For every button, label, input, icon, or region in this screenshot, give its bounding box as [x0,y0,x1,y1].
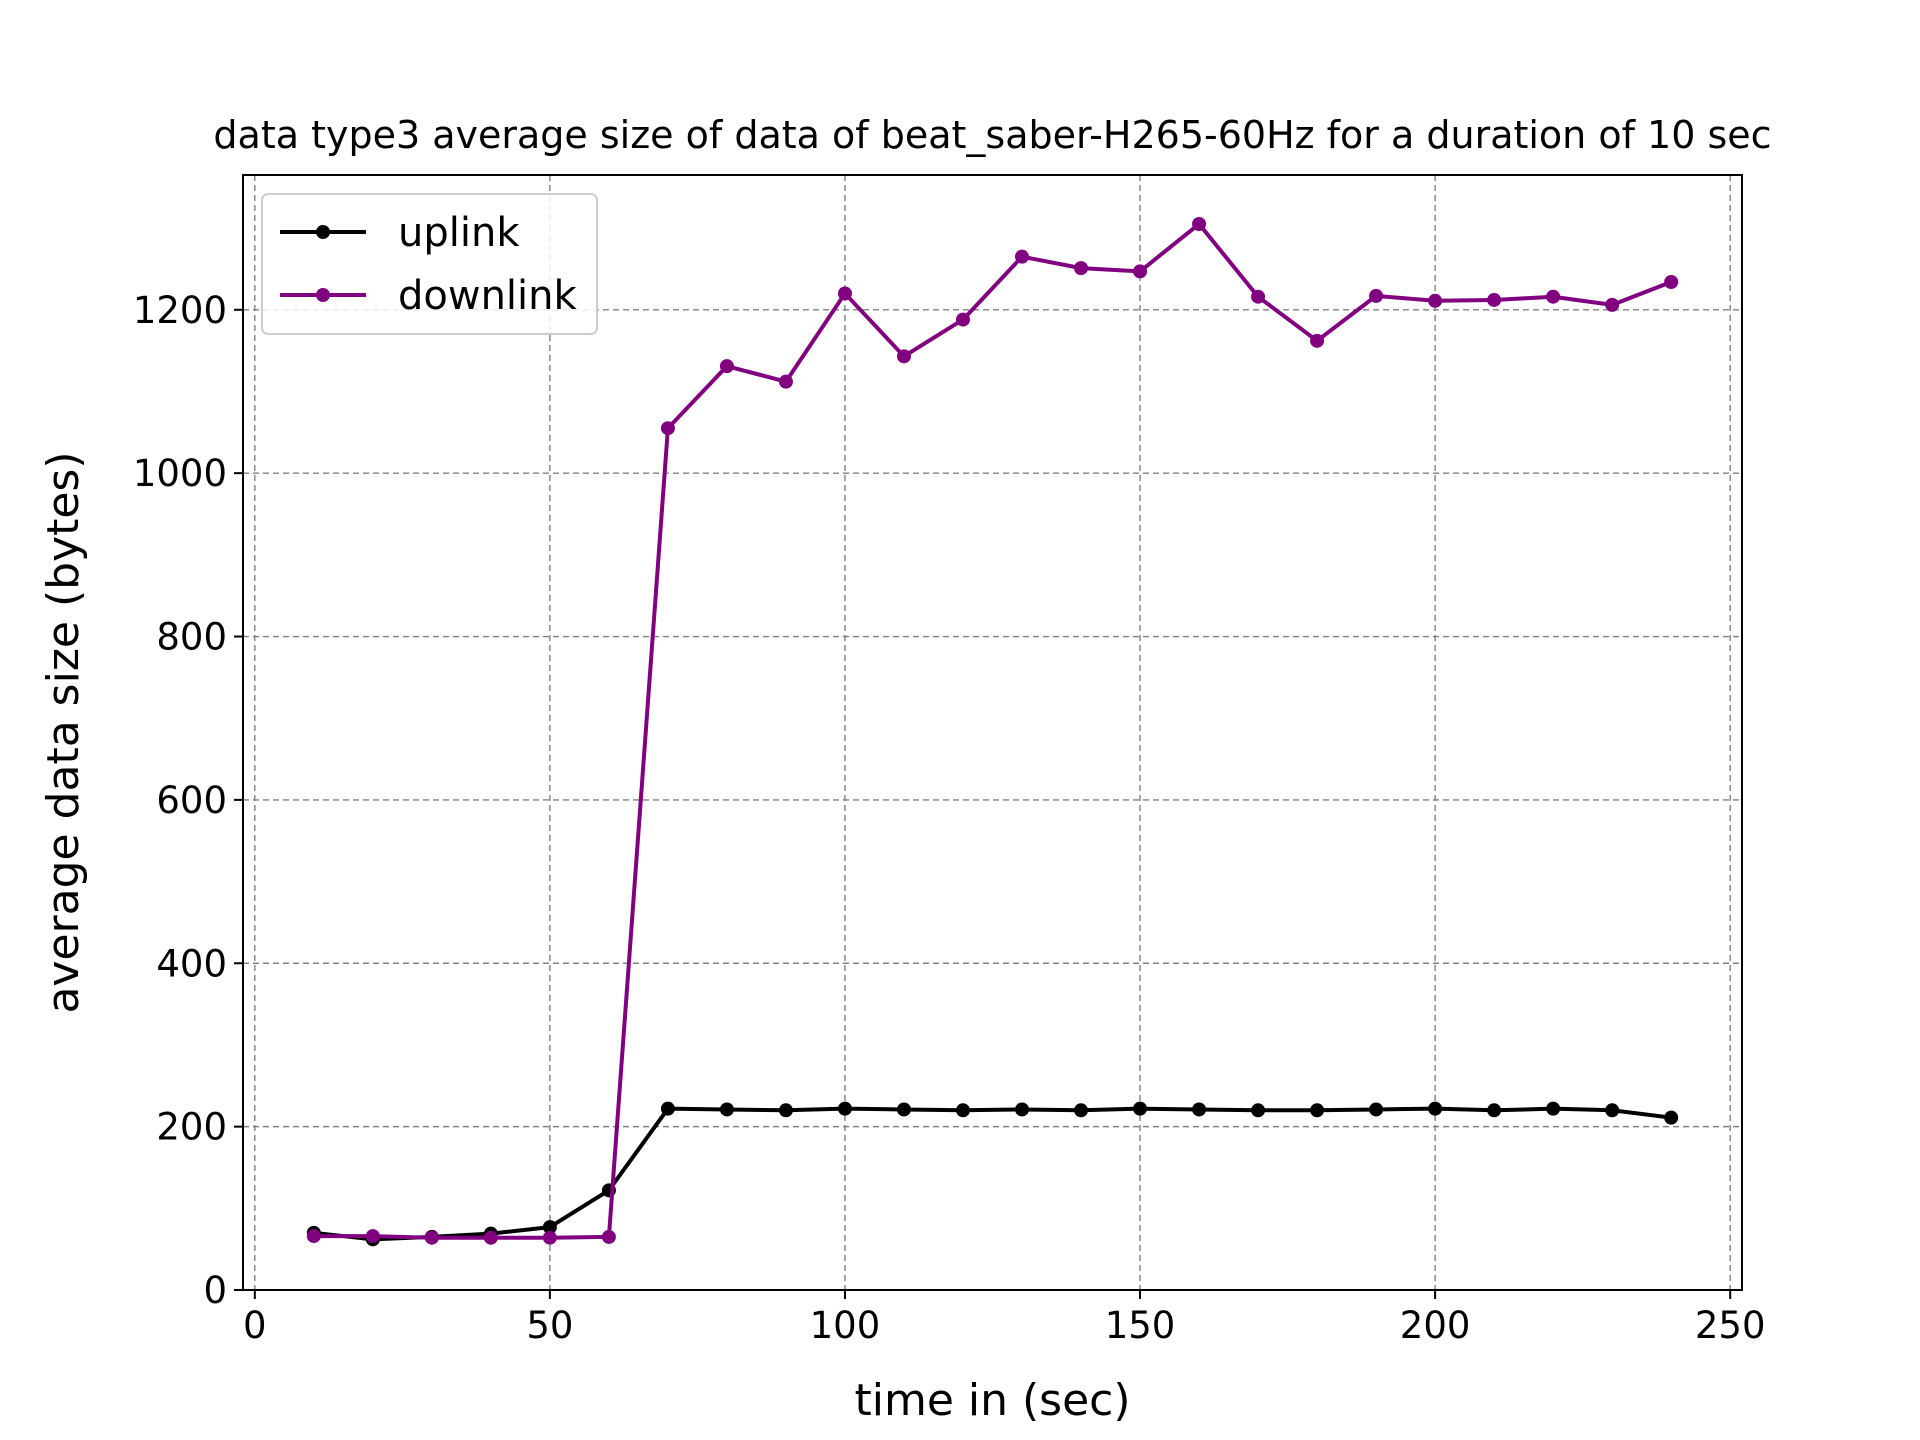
chart-title: data type3 average size of data of beat_… [213,113,1771,157]
grid-lines [243,175,1742,1291]
downlink-point [1074,261,1089,276]
downlink-point [1428,293,1443,308]
x-tick-label: 0 [243,1304,267,1347]
x-axis-ticks: 0 50 100 150 200 250 [243,1290,1766,1347]
downlink-series [306,217,1679,1245]
downlink-point [542,1230,557,1245]
downlink-point [1015,249,1030,264]
downlink-point [955,312,970,327]
downlink-point [719,359,734,374]
series-layer [306,217,1679,1247]
downlink-point [1251,289,1266,304]
legend-marker-downlink [316,288,330,302]
legend-label-uplink: uplink [398,210,520,256]
uplink-point [896,1102,911,1117]
downlink-point [1605,297,1620,312]
downlink-point [778,374,793,389]
legend: uplink downlink [261,193,598,335]
uplink-point [1310,1103,1325,1118]
downlink-point [365,1229,380,1244]
downlink-point [1310,333,1325,348]
x-tick-label: 250 [1695,1304,1766,1347]
legend-item-uplink: uplink [280,210,520,256]
uplink-point [1192,1102,1207,1117]
downlink-point [896,349,911,364]
downlink-point [424,1230,439,1245]
downlink-point [1133,264,1148,279]
plot-frame [242,174,1743,1291]
uplink-series [306,1101,1679,1247]
y-tick-label: 800 [156,616,227,659]
y-tick-label: 1200 [133,289,227,332]
downlink-point [1487,292,1502,307]
uplink-point [1133,1101,1148,1116]
downlink-point [837,286,852,301]
uplink-line [313,1106,1672,1242]
downlink-point [1546,289,1561,304]
downlink-point [483,1230,498,1245]
uplink-point [1251,1103,1266,1118]
legend-label-downlink: downlink [398,273,578,319]
downlink-point [1664,275,1679,290]
downlink-line [313,222,1672,1240]
x-tick-label: 100 [810,1304,881,1347]
x-tick-label: 50 [526,1304,573,1347]
legend-box [261,193,598,335]
downlink-point [601,1229,616,1244]
uplink-point [1015,1102,1030,1117]
uplink-point [660,1101,675,1116]
x-axis-label: time in (sec) [854,1375,1130,1426]
uplink-point [1546,1101,1561,1116]
y-axis-ticks: 0 200 400 600 800 1000 1200 [133,289,243,1312]
uplink-point [837,1101,852,1116]
uplink-point [778,1103,793,1118]
downlink-point [306,1229,321,1244]
downlink-point [1192,217,1207,232]
uplink-point [1664,1110,1679,1125]
uplink-point [1428,1101,1443,1116]
x-tick-label: 200 [1400,1304,1471,1347]
downlink-point [1369,288,1384,303]
y-tick-label: 600 [156,779,227,822]
uplink-point [1074,1103,1089,1118]
legend-marker-uplink [316,225,330,239]
x-tick-label: 150 [1105,1304,1176,1347]
y-tick-label: 1000 [133,452,227,495]
downlink-point [660,421,675,436]
legend-item-downlink: downlink [280,273,578,319]
uplink-point [542,1220,557,1235]
uplink-point [955,1103,970,1118]
uplink-point [719,1102,734,1117]
uplink-point [1487,1103,1502,1118]
y-tick-label: 400 [156,942,227,985]
uplink-point [1605,1103,1620,1118]
uplink-point [1369,1102,1384,1117]
y-tick-label: 200 [156,1106,227,1149]
y-tick-label: 0 [203,1269,227,1312]
y-axis-label: average data size (bytes) [38,451,89,1013]
